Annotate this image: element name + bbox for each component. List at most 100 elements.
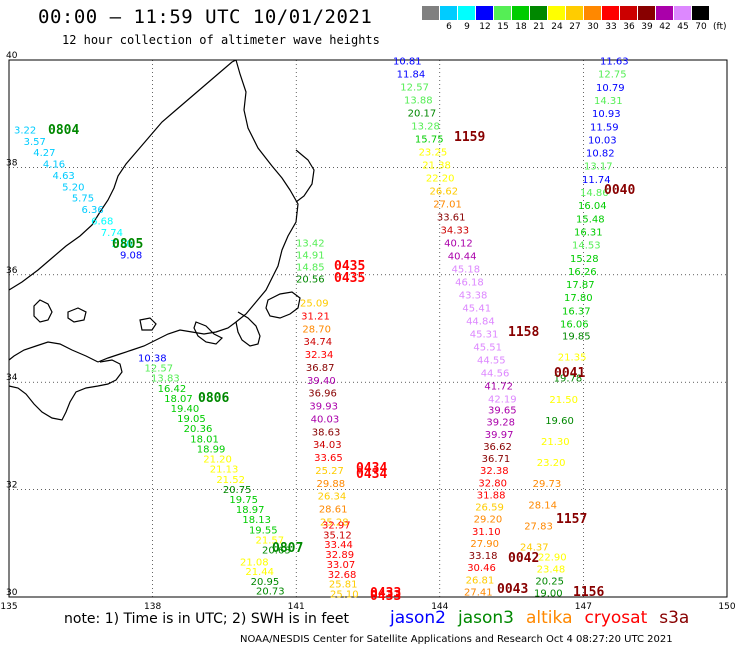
legend-swatch [620,6,637,20]
wave-height-value: 14.91 [296,251,325,262]
wave-height-value: 18.01 [190,434,219,445]
wave-height-value: 28.14 [528,500,557,511]
satellite-key: jason2 jason3 altika cryosat s3a [390,608,701,628]
axis-tick-labels: 135 138 141 144 147 150 40 38 36 34 32 30 [0,51,735,612]
wave-height-value: 12.57 [400,83,429,94]
wave-height-value: 46.18 [455,278,484,289]
lat-tick-label: 30 [6,588,18,598]
wave-height-value: 33.65 [314,453,343,464]
map-frame [8,59,728,598]
legend-unit-label: (ft) [713,22,727,32]
wave-height-value: 39.93 [309,402,338,413]
credit-line: NOAA/NESDIS Center for Satellite Applica… [240,634,673,645]
legend-swatch [494,6,511,20]
wave-height-value: 36.62 [483,442,512,453]
wave-height-value: 31.21 [301,311,330,322]
wave-height-value: 11.63 [600,57,629,68]
legend-swatch [530,6,547,20]
wave-height-value: 40.03 [311,414,340,425]
wave-height-value: 20.36 [184,424,213,435]
legend-swatch [422,6,439,20]
wave-height-value: 36.71 [482,454,511,465]
wave-height-value: 20.75 [223,485,252,496]
pass-time-label: 0805 [112,237,143,252]
pass-time-label: 1156 [573,585,604,600]
wave-height-value: 9.08 [120,251,142,262]
satellite-key-altika: altika [526,608,573,628]
legend-label: 36 [623,22,635,32]
wave-height-value: 19.40 [171,404,200,415]
wave-height-value: 22.90 [538,553,567,564]
wave-height-value: 10.79 [596,83,625,94]
wave-height-value: 27.41 [464,588,493,599]
legend-swatch [602,6,619,20]
lat-tick-label: 34 [6,373,18,383]
wave-height-value: 17.80 [564,293,593,304]
wave-height-value: 19.00 [534,589,563,600]
satellite-key-jason2: jason2 [390,608,446,628]
wave-height-value: 15.48 [576,214,605,225]
wave-height-value: 43.38 [459,291,488,302]
wave-height-value: 15.75 [415,135,444,146]
footer-note: note: 1) Time is in UTC; 2) SWH is in fe… [64,611,350,627]
legend-swatch [692,6,709,20]
wave-height-value: 39.97 [485,430,514,441]
legend-label: 27 [569,22,581,32]
wave-height-value: 3.22 [14,126,36,137]
wave-height-value: 19.78 [554,374,583,385]
legend-label: 42 [659,22,671,32]
legend-label: 33 [605,22,617,32]
pass-time-label: 0807 [272,541,303,556]
wave-height-value: 20.56 [296,275,325,286]
satellite-key-jason3: jason3 [458,608,514,628]
wave-height-value: 45.18 [451,265,480,276]
wave-height-value: 16.26 [568,267,597,278]
wave-height-value: 34.33 [441,226,470,237]
wave-height-value: 28.70 [302,324,331,335]
wave-height-value: 5.75 [72,194,94,205]
wave-height-value: 32.68 [328,570,357,581]
wave-height-value: 21.50 [549,395,578,406]
wave-height-value: 38.63 [312,427,341,438]
wave-height-value: 27.83 [524,521,553,532]
wave-height-value: 16.37 [562,306,591,317]
wave-height-value: 13.88 [404,96,433,107]
wave-height-value: 17.87 [566,280,595,291]
altimeter-tracks: 3.223.574.274.164.635.205.756.366.687.74… [14,57,635,605]
wave-height-value: 21.08 [240,558,269,569]
legend-label: 45 [677,22,689,32]
wave-height-value: 18.07 [164,394,193,405]
wave-height-value: 18.99 [197,444,226,455]
wave-height-value: 20.25 [535,577,564,588]
wave-height-value: 34.74 [304,337,333,348]
wave-height-value: 32.89 [325,550,354,561]
wave-height-value: 34.03 [313,440,342,451]
legend-label: 9 [464,22,470,32]
legend-swatch [566,6,583,20]
legend-swatch [440,6,457,20]
wave-height-value: 33.07 [327,560,356,571]
lat-tick-label: 32 [6,481,17,491]
wave-height-value: 28.61 [319,505,348,516]
wave-height-value: 31.10 [472,527,501,538]
wave-height-value: 16.42 [158,384,187,395]
wave-height-value: 19.05 [177,414,206,425]
wave-height-value: 13.83 [151,374,180,385]
wave-height-value: 3.57 [24,137,46,148]
wave-height-value: 22.20 [426,174,455,185]
pass-time-label: 0806 [198,391,229,406]
lon-tick-label: 144 [431,602,448,612]
map-title: 00:00 – 11:59 UTC 10/01/2021 [38,6,373,28]
legend-swatch [476,6,493,20]
wave-height-value: 19.60 [545,416,574,427]
wave-height-value: 14.31 [594,96,623,107]
pass-time-label: 0804 [48,123,79,138]
wave-height-value: 39.65 [488,406,517,417]
wave-height-value: 12.57 [145,364,174,375]
wave-height-value: 20.63 [262,546,291,557]
pass-time-label: 0434 [356,467,387,482]
wave-height-value: 39.40 [307,376,336,387]
wave-height-value: 27.01 [433,200,462,211]
pass-time-label: 0435 [334,271,365,286]
